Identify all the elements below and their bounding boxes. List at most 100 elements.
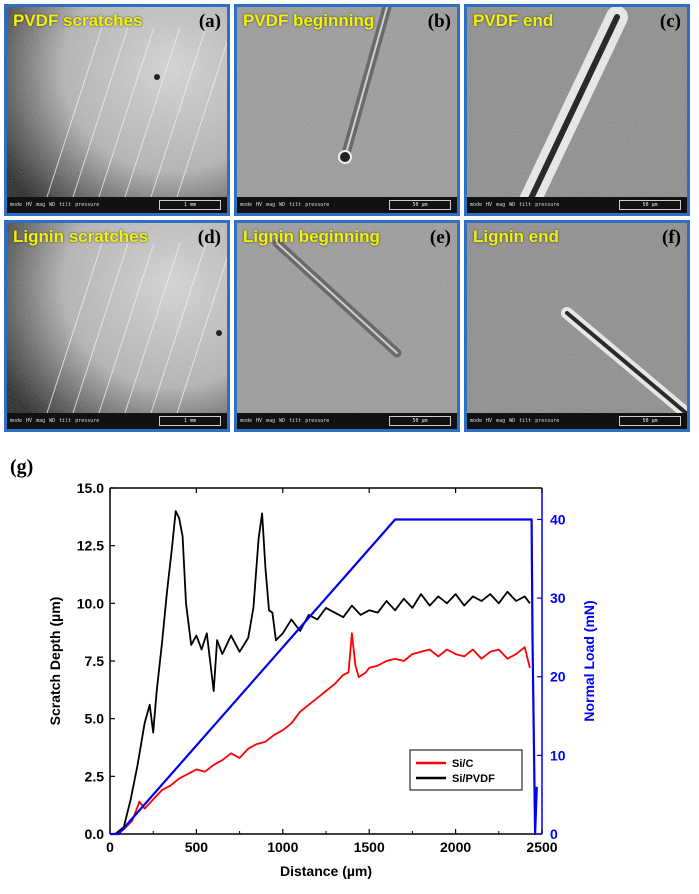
scale-bar: 50 µm bbox=[619, 200, 681, 210]
y-tick-label-right: 20 bbox=[550, 669, 566, 685]
panel-title: Lignin beginning bbox=[243, 227, 380, 246]
y-tick-label-left: 15.0 bbox=[77, 480, 104, 496]
y-tick-label-left: 7.5 bbox=[85, 653, 105, 669]
series-line-0 bbox=[114, 632, 531, 835]
panel-letter: (e) bbox=[429, 227, 451, 248]
databar-field: WD bbox=[279, 202, 286, 208]
panel-letter: (c) bbox=[659, 11, 681, 32]
sem-image-e bbox=[237, 223, 457, 429]
databar-field: tilt bbox=[59, 418, 72, 424]
y-tick-label-left: 5.0 bbox=[85, 711, 105, 727]
databar-field: pressure bbox=[535, 202, 560, 208]
axes: 0 500 1000 1500 2000 2500 0.0 2.5 5.0 7.5 10.0 12.5… bbox=[77, 480, 566, 855]
databar-field: mode bbox=[240, 418, 253, 424]
databar-field: pressure bbox=[75, 418, 100, 424]
sem-image-a bbox=[7, 7, 227, 213]
scratch-depth-chart: 0 500 1000 1500 2000 2500 0.0 2.5 5.0 7.5 10.0 12.5… bbox=[47, 480, 597, 879]
sem-panel-d: Lignin scratches (d) mode HV mag WD tilt pressu… bbox=[4, 220, 230, 432]
sem-panel-a: PVDF scratches (a) mode HV mag WD tilt pressure… bbox=[4, 4, 230, 216]
scale-bar: 1 mm bbox=[159, 416, 221, 426]
panel-letter: (a) bbox=[198, 11, 221, 32]
databar-field: HV bbox=[26, 202, 33, 208]
series-layer bbox=[110, 510, 538, 836]
y-axis-label-right: Normal Load (mN) bbox=[581, 600, 597, 721]
databar-field: mode bbox=[10, 418, 23, 424]
sem-panel-c: PVDF end (c) mode HV mag WD tilt pressure 50 µm bbox=[464, 4, 690, 216]
databar-field: WD bbox=[49, 418, 56, 424]
databar-field: mag bbox=[496, 418, 506, 424]
databar-field: mag bbox=[266, 202, 276, 208]
sem-image-f bbox=[467, 223, 687, 429]
scale-bar: 50 µm bbox=[389, 416, 451, 426]
y-tick-label-right: 30 bbox=[550, 590, 566, 606]
databar-field: mag bbox=[36, 418, 46, 424]
scale-bar: 1 mm bbox=[159, 200, 221, 210]
y-tick-label-right: 10 bbox=[550, 747, 566, 763]
databar-field: pressure bbox=[305, 202, 330, 208]
legend-box bbox=[409, 749, 523, 791]
databar-field: tilt bbox=[519, 418, 532, 424]
databar-field: HV bbox=[486, 418, 493, 424]
sem-image-d bbox=[7, 223, 227, 429]
databar-field: pressure bbox=[535, 418, 560, 424]
panel-title: PVDF scratches bbox=[13, 11, 143, 30]
y-tick-label-left: 10.0 bbox=[77, 595, 104, 611]
databar-field: mag bbox=[36, 202, 46, 208]
panel-letter: (f) bbox=[662, 227, 681, 248]
y-tick-label-left: 12.5 bbox=[77, 538, 104, 554]
scale-bar: 50 µm bbox=[389, 200, 451, 210]
databar-field: pressure bbox=[305, 418, 330, 424]
databar-field: HV bbox=[256, 418, 263, 424]
sem-image-b bbox=[237, 7, 457, 213]
databar-field: mode bbox=[240, 202, 253, 208]
sem-data-bar: mode HV mag WD tilt pressure 50 µm bbox=[467, 413, 687, 429]
x-tick-label: 2500 bbox=[526, 839, 557, 855]
y-tick-label-left: 2.5 bbox=[85, 768, 105, 784]
databar-field: WD bbox=[509, 418, 516, 424]
databar-field: mode bbox=[470, 418, 483, 424]
panel-title: Lignin scratches bbox=[13, 227, 149, 246]
figure-label-g: (g) bbox=[10, 456, 34, 478]
databar-field: tilt bbox=[289, 202, 302, 208]
databar-field: HV bbox=[486, 202, 493, 208]
databar-field: pressure bbox=[75, 202, 100, 208]
series-line-2 bbox=[110, 518, 538, 836]
sem-data-bar: mode HV mag WD tilt pressure 1 mm bbox=[7, 413, 227, 429]
databar-field: mag bbox=[266, 418, 276, 424]
panel-letter: (b) bbox=[427, 11, 451, 32]
sem-panel-b: PVDF beginning (b) mode HV mag WD tilt pressure… bbox=[234, 4, 460, 216]
y-tick-label-right: 40 bbox=[550, 511, 566, 527]
x-tick-label: 500 bbox=[185, 839, 209, 855]
databar-field: mode bbox=[470, 202, 483, 208]
databar-field: HV bbox=[26, 418, 33, 424]
panel-title: PVDF beginning bbox=[243, 11, 375, 30]
y-axis-label-left: Scratch Depth (µm) bbox=[47, 597, 63, 726]
sem-panel-e: Lignin beginning (e) mode HV mag WD tilt pressu… bbox=[234, 220, 460, 432]
legend-label: Si/PVDF bbox=[452, 773, 495, 785]
databar-field: tilt bbox=[519, 202, 532, 208]
databar-field: tilt bbox=[59, 202, 72, 208]
databar-field: mag bbox=[496, 202, 506, 208]
x-axis-label: Distance (µm) bbox=[280, 863, 372, 879]
databar-field: mode bbox=[10, 202, 23, 208]
databar-field: WD bbox=[509, 202, 516, 208]
sem-image-c bbox=[467, 7, 687, 213]
x-tick-label: 1500 bbox=[354, 839, 385, 855]
x-tick-label: 0 bbox=[106, 839, 114, 855]
databar-field: WD bbox=[49, 202, 56, 208]
databar-field: tilt bbox=[289, 418, 302, 424]
sem-panel-f: Lignin end (f) mode HV mag WD tilt pressure 50 µ… bbox=[464, 220, 690, 432]
sem-data-bar: mode HV mag WD tilt pressure 50 µm bbox=[237, 413, 457, 429]
legend-label: Si/C bbox=[452, 758, 473, 770]
panel-title: Lignin end bbox=[473, 227, 559, 246]
x-tick-label: 2000 bbox=[440, 839, 471, 855]
databar-field: HV bbox=[256, 202, 263, 208]
series-line-1 bbox=[114, 510, 531, 835]
sem-data-bar: mode HV mag WD tilt pressure 50 µm bbox=[467, 197, 687, 213]
databar-field: WD bbox=[279, 418, 286, 424]
y-tick-label-right: 0 bbox=[550, 826, 558, 842]
panel-letter: (d) bbox=[197, 227, 221, 248]
panel-title: PVDF end bbox=[473, 11, 554, 30]
x-tick-label: 1000 bbox=[267, 839, 298, 855]
